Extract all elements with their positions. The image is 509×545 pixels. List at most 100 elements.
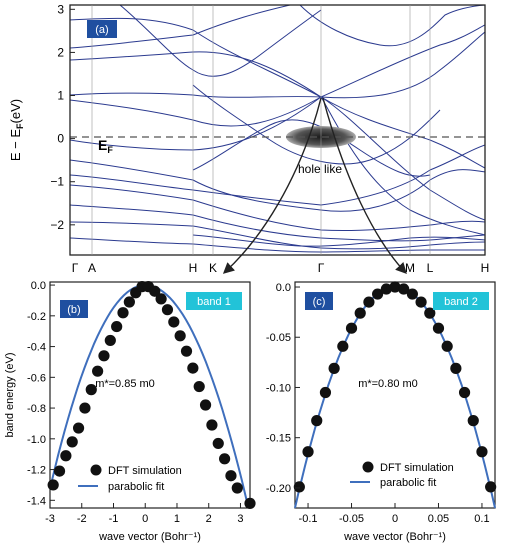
dft-point (155, 293, 167, 305)
k-point-lines (91, 5, 431, 255)
x-tick-label: 2 (206, 513, 212, 525)
dft-point (354, 307, 366, 319)
band-line (192, 119, 431, 177)
dft-point (441, 340, 453, 352)
legend-fit-label: parabolic fit (108, 481, 164, 493)
k-point-label: Γ (72, 261, 79, 275)
dft-point (450, 362, 462, 374)
y-tick-label: 0.0 (276, 282, 291, 294)
panel-a-ylabel: E − EF(eV) (8, 99, 25, 161)
k-point-label: K (209, 261, 217, 275)
dft-point (372, 288, 384, 300)
band2-tag-box (433, 292, 489, 310)
dft-point (187, 362, 199, 374)
dft-point (104, 334, 116, 347)
x-tick-label: 0 (392, 513, 398, 525)
y-tick-label: -0.05 (266, 332, 291, 344)
panel-b: 0.0 -0.2 -0.4 -0.6 -0.8 -1.0 -1.2 -1.4 -3 -2 -1 0 1 2… (4, 280, 256, 543)
panel-b-xlabel: wave vector (Bohr⁻¹) (98, 531, 201, 543)
fermi-label: EF (98, 137, 113, 155)
dft-point (206, 419, 218, 431)
x-tick-label: -3 (45, 513, 55, 525)
dft-point (66, 436, 78, 448)
y-tick-label: 3 (57, 2, 64, 16)
panel-b-tag: (b) (67, 304, 80, 316)
panel-b-ticks: 0.0 -0.2 -0.4 -0.6 -0.8 -1.0 -1.2 -1.4 -3 -2 -1 0 1 2… (27, 280, 244, 525)
k-point-label: H (189, 261, 198, 275)
band1-tag: band 1 (197, 296, 231, 308)
y-tick-label: -1.0 (27, 434, 46, 446)
band-line (70, 31, 485, 99)
arrow-to-band2 (322, 97, 407, 275)
dft-point (380, 283, 392, 295)
band-line (119, 5, 322, 77)
arrow-to-band1 (222, 97, 322, 274)
band2-tag: band 2 (444, 296, 478, 308)
panel-c: 0.0 -0.05 -0.10 -0.15 -0.20 -0.1 -0.05 0 0.05 0.1… (266, 281, 497, 543)
x-tick-label: 0.05 (428, 513, 449, 525)
panel-b-tag-box (60, 300, 88, 318)
dft-point (60, 450, 72, 462)
dft-point (458, 386, 471, 399)
dft-point (98, 350, 110, 362)
hole-like-label: hole like (298, 162, 342, 176)
legend-dft-marker (90, 464, 102, 476)
y-tick-label: 0 (57, 132, 64, 146)
dft-point (47, 479, 59, 491)
band-line (70, 51, 485, 169)
dft-point (406, 288, 418, 300)
panel-a-y-ticks: 3 2 1 0 −1 −2 (50, 2, 75, 232)
dft-point (123, 296, 135, 308)
dft-point (193, 380, 205, 393)
y-tick-label: 1 (57, 89, 64, 103)
band-line (70, 204, 485, 242)
y-tick-label: -0.20 (266, 483, 291, 495)
dft-point (363, 296, 375, 308)
band-line (70, 144, 485, 206)
legend-dft-label: DFT simulation (108, 465, 182, 477)
y-tick-label: -0.4 (27, 342, 46, 354)
y-tick-label: 0.0 (31, 280, 46, 292)
y-tick-label: −2 (50, 218, 64, 232)
panel-c-plot (293, 281, 497, 509)
panel-b-plot (47, 281, 256, 509)
band-line (70, 184, 485, 232)
dft-point (345, 322, 358, 334)
panel-a-tag: (a) (95, 24, 108, 36)
x-tick-label: -0.1 (299, 513, 318, 525)
band-line (70, 237, 485, 253)
band-structure-lines (70, 5, 485, 253)
dft-point (72, 422, 85, 434)
legend-fit-label-c: parabolic fit (380, 477, 436, 489)
dft-point (424, 307, 436, 319)
panel-b-ylabel: band energy (eV) (4, 353, 16, 438)
dft-point (311, 415, 323, 427)
dft-point (219, 453, 231, 465)
dft-point (231, 482, 243, 494)
y-tick-label: -0.8 (27, 403, 46, 415)
zoom-arrows (222, 97, 407, 275)
y-tick-label: −1 (50, 175, 64, 189)
dft-point (85, 384, 97, 396)
x-tick-label: 3 (237, 513, 243, 525)
dft-point (180, 345, 193, 357)
dft-point (199, 399, 212, 411)
y-tick-label: -0.6 (27, 372, 46, 384)
panel-c-xlabel: wave vector (Bohr⁻¹) (343, 531, 446, 543)
y-tick-label: -0.2 (27, 311, 46, 323)
k-point-label: L (427, 261, 434, 275)
dft-point (149, 285, 161, 297)
band-line (70, 159, 485, 212)
x-tick-label: -2 (77, 513, 87, 525)
dft-point (168, 316, 180, 328)
panel-c-tag-box (305, 292, 333, 310)
panel-a-tag-box (87, 20, 117, 38)
legend-dft-marker-c (362, 461, 374, 473)
dft-point (225, 470, 237, 482)
band-line (70, 17, 485, 98)
dft-point (174, 330, 186, 342)
dft-point (53, 465, 66, 477)
